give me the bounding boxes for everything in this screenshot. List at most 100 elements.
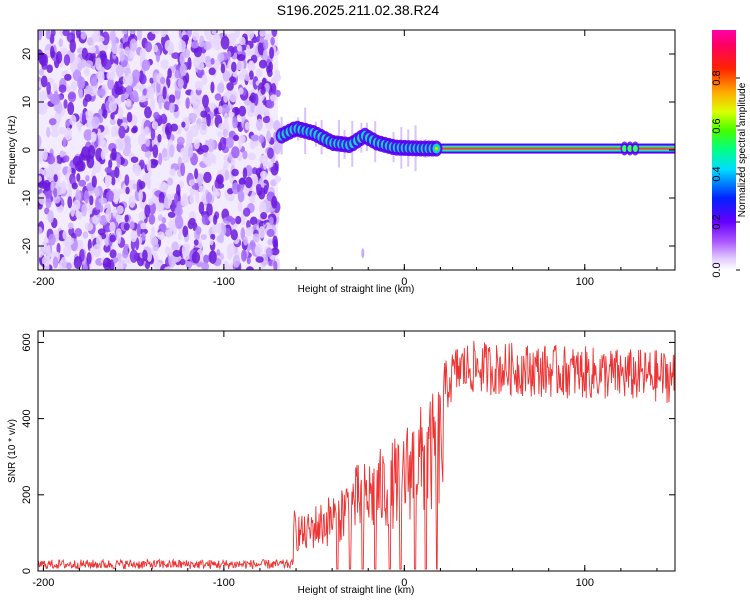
noise-blob (120, 94, 126, 103)
noise-blob (171, 241, 179, 251)
noise-blob (245, 227, 253, 237)
noise-blob (95, 57, 102, 71)
noise-blob (89, 195, 94, 206)
noise-blob (157, 231, 165, 240)
noise-blob (192, 100, 200, 114)
noise-blob (198, 185, 206, 193)
noise-blob (191, 251, 201, 264)
noise-blob (137, 133, 146, 146)
noise-blob (190, 41, 200, 49)
noise-blob (112, 206, 117, 217)
noise-blob (159, 76, 166, 85)
noise-blob (64, 127, 72, 141)
noise-blob (164, 246, 170, 255)
noise-blob (51, 94, 60, 106)
noise-blob (273, 120, 281, 132)
signal-blob-core (434, 147, 438, 151)
noise-blob (220, 63, 226, 74)
noise-blob (179, 258, 186, 266)
noise-blob (193, 239, 199, 246)
noise-blob (109, 249, 117, 259)
noise-blob (108, 159, 113, 169)
noise-blob (197, 61, 205, 71)
noise-blob (244, 176, 253, 189)
noise-blob (203, 41, 212, 51)
noise-blob (116, 231, 122, 244)
noise-blob (258, 225, 266, 239)
noise-blob (84, 94, 92, 102)
noise-blob (235, 215, 242, 225)
noise-blob (160, 113, 167, 125)
noise-blob (167, 177, 174, 186)
colorbar-tick-label: 0.6 (711, 118, 723, 133)
noise-blob (218, 234, 225, 244)
noise-blob (267, 69, 273, 78)
noise-blob (124, 214, 129, 223)
noise-blob (102, 108, 108, 119)
noise-blob (102, 257, 112, 270)
noise-blob (153, 261, 163, 270)
noise-blob (146, 157, 152, 172)
noise-blob (121, 30, 128, 35)
noise-blob (115, 214, 123, 224)
noise-blob (138, 211, 147, 221)
noise-blob (69, 114, 77, 126)
noise-blob (62, 230, 68, 240)
noise-blob (267, 238, 273, 246)
noise-blob (220, 104, 230, 117)
noise-blob (141, 59, 151, 71)
noise-blob (142, 89, 147, 96)
noise-blob (76, 173, 81, 182)
noise-blob (225, 227, 231, 238)
signal-outlier (361, 248, 365, 259)
noise-blob (59, 150, 65, 158)
noise-blob (220, 35, 230, 50)
noise-blob (129, 30, 136, 35)
noise-blob (85, 175, 90, 182)
noise-blob (174, 215, 184, 230)
top-ytick-label: 10 (21, 96, 33, 108)
noise-blob (234, 107, 240, 115)
noise-blob (262, 158, 268, 170)
noise-blob (272, 235, 278, 249)
noise-blob (175, 99, 181, 106)
noise-blob (126, 84, 132, 95)
signal-blip-core (627, 145, 633, 153)
noise-blob (248, 30, 255, 40)
noise-blob (91, 46, 97, 54)
noise-blob (200, 233, 207, 240)
noise-blob (190, 179, 196, 186)
noise-blob (78, 87, 83, 99)
noise-blob (84, 60, 94, 68)
noise-blob (125, 186, 130, 195)
noise-blob (38, 68, 45, 76)
noise-blob (274, 69, 281, 81)
y-axis-label-bottom: SNR (10 * v/v) (7, 419, 18, 483)
noise-blob (229, 76, 237, 83)
noise-blob (181, 121, 186, 128)
noise-blob (210, 57, 215, 65)
noise-blob (144, 204, 151, 218)
noise-blob (198, 201, 205, 215)
noise-blob (98, 115, 104, 124)
noise-blob (254, 243, 263, 257)
noise-blob (113, 192, 119, 205)
noise-blob (127, 72, 133, 86)
noise-blob (157, 202, 165, 210)
noise-blob (101, 31, 110, 46)
noise-blob (105, 207, 112, 222)
noise-blob (250, 134, 260, 142)
noise-blob (38, 30, 43, 41)
noise-blob (161, 147, 168, 158)
noise-blob (177, 78, 184, 89)
noise-blob (116, 205, 124, 215)
noise-blob (271, 195, 278, 209)
noise-blob (84, 222, 94, 231)
noise-blob (164, 266, 174, 270)
noise-blob (130, 230, 138, 243)
noise-blob (70, 81, 78, 91)
noise-blob (52, 256, 59, 269)
noise-blob (95, 35, 105, 43)
noise-blob (168, 94, 176, 104)
